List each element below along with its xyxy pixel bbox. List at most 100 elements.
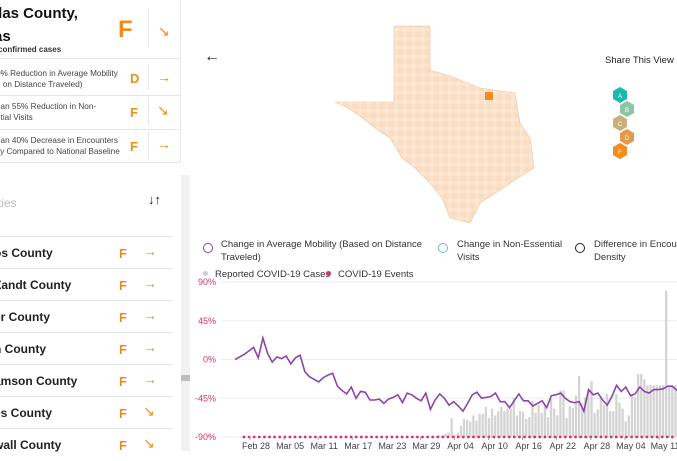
- event-dot: [288, 435, 292, 439]
- county-name: Zandt County: [0, 278, 72, 292]
- county-row[interactable]: wall County F ↘: [0, 428, 172, 461]
- case-bar: [568, 406, 571, 437]
- arrow-right-icon: →: [143, 307, 157, 323]
- x-tick-label: Mar 23: [378, 441, 406, 451]
- x-tick-label: May 04: [616, 441, 646, 451]
- case-bar: [531, 400, 534, 437]
- case-bar: [584, 397, 587, 437]
- case-bar: [618, 402, 621, 437]
- selected-county-marker: [485, 92, 493, 100]
- event-dot: [390, 435, 394, 439]
- event-dot: [354, 435, 358, 439]
- county-name: wall County: [0, 438, 62, 452]
- share-label: Share This View: [605, 55, 674, 66]
- divider: [0, 129, 180, 130]
- arrow-right-icon: →: [143, 371, 157, 387]
- metric-label: han 55% Reduction in Non- ntial Visits: [0, 102, 97, 122]
- event-dot: [344, 435, 348, 439]
- arrow-right-icon: →: [143, 243, 157, 259]
- county-row[interactable]: es County F ↘: [0, 396, 172, 429]
- event-dot: [319, 435, 322, 439]
- case-bar: [456, 432, 459, 437]
- legend-encounter: Difference in Encou Density: [594, 239, 677, 263]
- case-bar: [609, 411, 612, 437]
- arrow-right-icon: →: [143, 339, 157, 355]
- divider: [148, 64, 149, 90]
- svg-text:A: A: [618, 94, 622, 100]
- event-dot: [431, 435, 435, 439]
- event-dot: [400, 435, 404, 439]
- county-row[interactable]: Zandt County F →: [0, 268, 172, 301]
- case-bar: [515, 415, 519, 437]
- event-dot: [630, 435, 633, 439]
- divider: [148, 8, 149, 48]
- scrollbar-thumb[interactable]: [181, 375, 190, 381]
- case-bar: [562, 390, 565, 437]
- back-arrow-icon[interactable]: ←: [204, 48, 220, 65]
- x-tick-label: Apr 04: [447, 441, 474, 451]
- texas-map[interactable]: [330, 18, 545, 228]
- arrow-down-right-icon: ↘: [143, 435, 155, 451]
- event-dot: [293, 435, 297, 439]
- legend-nonessential-toggle[interactable]: [438, 243, 448, 253]
- event-dot: [278, 435, 282, 439]
- case-bar: [475, 420, 478, 437]
- metric-label: han 40% Decrease in Encounters ity Compa…: [0, 136, 120, 156]
- case-bar: [525, 418, 528, 437]
- event-dot: [324, 435, 327, 439]
- x-tick-label: Mar 29: [412, 441, 440, 451]
- county-name: n County: [0, 342, 46, 356]
- case-bar: [537, 405, 540, 437]
- case-bar: [447, 432, 450, 437]
- case-bar: [503, 411, 506, 437]
- event-dot: [375, 435, 378, 439]
- trend-arrow-icon[interactable]: ↘: [158, 23, 170, 39]
- case-bar: [640, 374, 643, 437]
- case-bar: [643, 379, 646, 437]
- scrollbar[interactable]: [181, 175, 190, 451]
- event-dot: [512, 435, 516, 439]
- county-row[interactable]: amson County F →: [0, 364, 172, 397]
- metric-encounters[interactable]: han 40% Decrease in Encounters ity Compa…: [0, 135, 180, 162]
- svg-text:C: C: [618, 122, 623, 128]
- case-bar: [438, 435, 441, 437]
- county-row[interactable]: er County F →: [0, 300, 172, 333]
- case-bar: [444, 433, 447, 437]
- case-bar: [506, 408, 509, 437]
- case-bar: [462, 418, 466, 437]
- county-subtitle: confirmed cases: [0, 45, 62, 54]
- metric-nonessential[interactable]: han 55% Reduction in Non- ntial Visits F…: [0, 101, 180, 131]
- x-tick-label: Apr 22: [549, 441, 576, 451]
- metric-grade: F: [130, 139, 138, 154]
- county-row[interactable]: n County F →: [0, 332, 172, 365]
- event-dot: [563, 435, 567, 439]
- metric-grade: F: [130, 105, 138, 120]
- county-grade: F: [119, 374, 127, 389]
- case-bar: [674, 385, 677, 437]
- county-row[interactable]: os County F →: [0, 236, 172, 269]
- event-dot: [334, 435, 338, 439]
- arrow-down-right-icon: ↘: [143, 403, 155, 419]
- county-grade: F: [119, 406, 127, 421]
- case-bar: [668, 385, 671, 437]
- sort-icon[interactable]: ↓↑: [148, 192, 161, 207]
- case-bar: [512, 397, 515, 437]
- event-dot: [574, 435, 577, 439]
- case-bar: [556, 415, 559, 437]
- case-bar: [487, 418, 491, 437]
- case-bar: [534, 412, 537, 437]
- x-tick-label: Feb 28: [242, 441, 270, 451]
- legend-encounter-toggle[interactable]: [575, 243, 585, 253]
- event-dot: [625, 435, 628, 439]
- legend-mobility-toggle[interactable]: [203, 243, 213, 253]
- county-name: er County: [0, 310, 51, 324]
- metric-grade: D: [130, 71, 140, 86]
- event-dot: [660, 435, 664, 439]
- x-tick-label: Mar 17: [344, 441, 372, 451]
- grade-legend: A B C D F: [613, 87, 634, 159]
- event-dot: [477, 435, 480, 439]
- svg-text:D: D: [625, 136, 630, 142]
- county-grade: F: [119, 310, 127, 325]
- case-bar: [664, 290, 668, 437]
- metric-mobility[interactable]: 0% Reduction in Average Mobility d on Di…: [0, 68, 180, 98]
